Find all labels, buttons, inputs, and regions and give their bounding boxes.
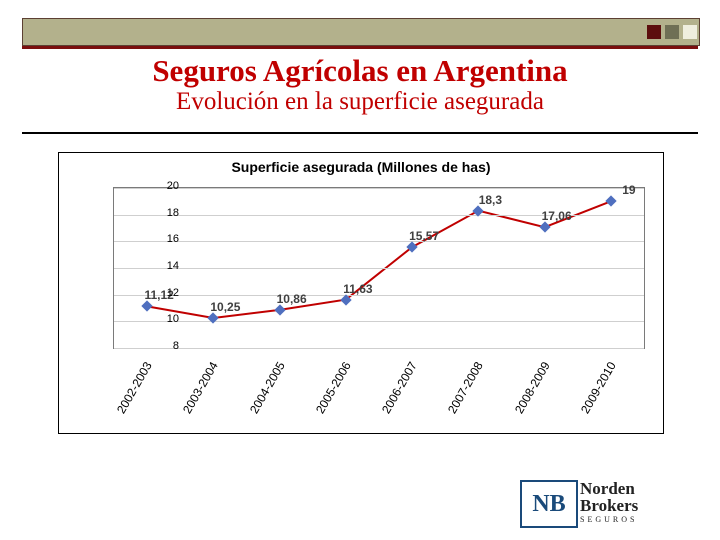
x-tick: 2002-2003 <box>114 359 155 416</box>
data-label: 18,3 <box>479 193 502 207</box>
top-bar <box>22 18 700 46</box>
square-icon <box>647 25 661 39</box>
x-tick: 2008-2009 <box>512 359 553 416</box>
data-label: 19 <box>622 183 635 197</box>
top-rule <box>22 46 698 49</box>
y-tick: 8 <box>147 340 179 352</box>
y-tick: 14 <box>147 260 179 272</box>
y-tick: 10 <box>147 313 179 325</box>
logo-line3: SEGUROS <box>580 516 638 524</box>
chart-title: Superficie asegurada (Millones de has) <box>59 159 663 175</box>
title: Seguros Agrícolas en Argentina <box>0 55 720 88</box>
square-icon <box>683 25 697 39</box>
x-tick: 2007-2008 <box>445 359 486 416</box>
y-tick: 20 <box>147 180 179 192</box>
chart-container: Superficie asegurada (Millones de has) 1… <box>58 152 664 434</box>
data-label: 10,86 <box>277 292 307 306</box>
x-tick: 2009-2010 <box>578 359 619 416</box>
x-tick: 2005-2006 <box>313 359 354 416</box>
title-rule <box>22 132 698 134</box>
data-label: 17,06 <box>542 209 572 223</box>
y-tick: 18 <box>147 207 179 219</box>
plot-area: 11,1210,2510,8611,6315,5718,317,0619 <box>113 187 645 349</box>
title-block: Seguros Agrícolas en Argentina Evolución… <box>0 55 720 115</box>
data-label: 15,57 <box>409 229 439 243</box>
x-tick: 2003-2004 <box>180 359 221 416</box>
x-tick: 2004-2005 <box>247 359 288 416</box>
square-icon <box>665 25 679 39</box>
data-label: 11,63 <box>343 282 372 296</box>
slide: Seguros Agrícolas en Argentina Evolución… <box>0 0 720 540</box>
data-label: 10,25 <box>210 300 240 314</box>
y-tick: 12 <box>147 287 179 299</box>
logo-text: Norden Brokers SEGUROS <box>580 480 638 524</box>
y-tick: 16 <box>147 233 179 245</box>
logo-line1: Norden <box>580 480 638 497</box>
x-tick: 2006-2007 <box>379 359 420 416</box>
logo-badge: NB <box>520 480 578 528</box>
logo: NB Norden Brokers SEGUROS <box>520 480 690 528</box>
subtitle: Evolución en la superficie asegurada <box>0 88 720 116</box>
logo-line2: Brokers <box>580 497 638 514</box>
